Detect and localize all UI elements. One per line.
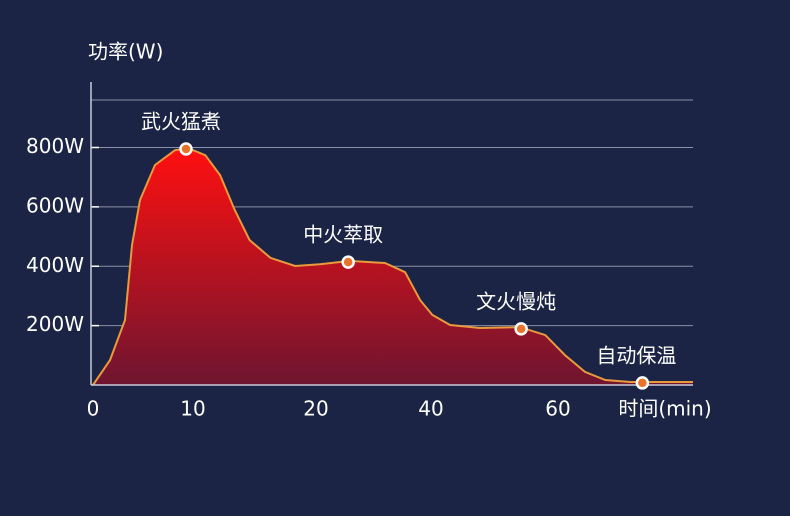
y-tick-label: 400W xyxy=(26,253,84,277)
x-tick-label: 10 xyxy=(180,397,205,421)
annotation-marker xyxy=(635,376,650,390)
x-tick-label: 20 xyxy=(303,397,328,421)
annotation-label: 自动保温 xyxy=(596,343,676,367)
x-tick-label: 60 xyxy=(545,397,570,421)
annotation-marker xyxy=(179,142,193,156)
y-tick-label: 600W xyxy=(26,193,84,217)
annotation-label: 文火慢炖 xyxy=(476,289,556,313)
annotation-marker xyxy=(341,255,355,269)
annotation-label: 中火萃取 xyxy=(303,223,383,247)
y-tick-label: 200W xyxy=(26,312,84,336)
y-tick-label: 800W xyxy=(26,134,84,158)
annotation-marker xyxy=(514,322,528,336)
x-tick-label: 0 xyxy=(87,397,100,421)
y-axis-label: 功率(W) xyxy=(88,40,163,64)
line xyxy=(92,147,693,386)
annotation-label: 武火猛煮 xyxy=(141,109,221,133)
x-axis-label: 时间(min) xyxy=(618,397,711,421)
area xyxy=(93,148,693,385)
x-tick-label: 40 xyxy=(418,397,443,421)
